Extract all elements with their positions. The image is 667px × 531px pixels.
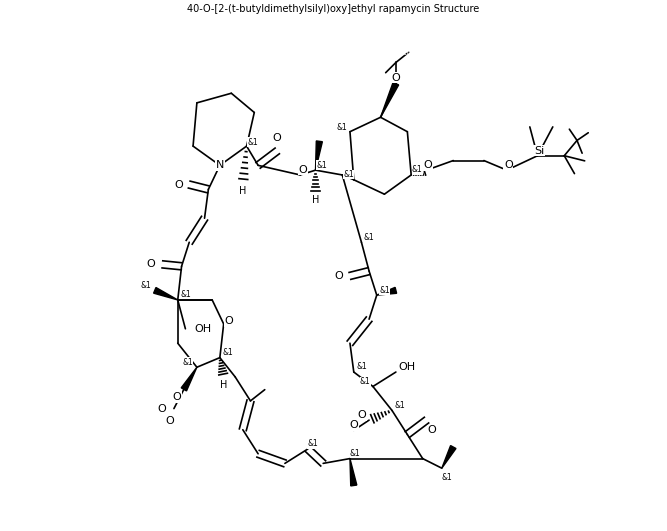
Text: &1: &1	[222, 348, 233, 357]
Text: OH: OH	[195, 324, 211, 334]
Text: H: H	[239, 186, 247, 196]
Text: O: O	[173, 392, 181, 402]
Text: &1: &1	[307, 439, 318, 448]
Text: H: H	[312, 195, 319, 205]
Polygon shape	[153, 287, 177, 300]
Text: &1: &1	[247, 138, 258, 147]
Text: &1: &1	[350, 449, 360, 458]
Text: O: O	[392, 73, 400, 82]
Polygon shape	[350, 459, 357, 486]
Polygon shape	[315, 141, 322, 170]
Text: &1: &1	[140, 281, 151, 290]
Text: O: O	[224, 316, 233, 327]
Text: O: O	[147, 259, 155, 269]
Text: O: O	[424, 160, 432, 170]
Text: O: O	[504, 160, 513, 170]
Text: &1: &1	[394, 401, 405, 410]
Text: &1: &1	[356, 363, 367, 372]
Text: &1: &1	[180, 290, 191, 299]
Text: O: O	[428, 425, 436, 435]
Text: &1: &1	[182, 358, 193, 366]
Text: O: O	[298, 165, 307, 175]
Text: N: N	[215, 160, 224, 170]
Text: &1: &1	[316, 160, 327, 169]
Text: Si: Si	[534, 145, 544, 156]
Text: O: O	[334, 271, 343, 281]
Text: &1: &1	[442, 473, 452, 482]
Polygon shape	[181, 367, 197, 391]
Text: O: O	[175, 179, 183, 190]
Text: methoxy: methoxy	[390, 48, 427, 57]
Text: O: O	[165, 416, 174, 426]
Text: O: O	[273, 133, 281, 143]
Text: &1: &1	[364, 233, 374, 242]
Text: &1: &1	[344, 170, 354, 179]
Text: &1: &1	[412, 165, 423, 174]
Title: 40-O-[2-(t-butyldimethylsilyl)oxy]ethyl rapamycin Structure: 40-O-[2-(t-butyldimethylsilyl)oxy]ethyl …	[187, 4, 480, 14]
Text: O: O	[358, 410, 367, 420]
Polygon shape	[381, 82, 399, 117]
Text: H: H	[220, 380, 227, 390]
Text: &1: &1	[337, 123, 348, 132]
Text: O: O	[157, 404, 166, 414]
Text: &1: &1	[379, 286, 390, 295]
Text: OH: OH	[398, 362, 416, 372]
Polygon shape	[442, 446, 456, 468]
Polygon shape	[377, 287, 397, 295]
Text: &1: &1	[360, 377, 371, 386]
Text: O: O	[350, 420, 358, 430]
